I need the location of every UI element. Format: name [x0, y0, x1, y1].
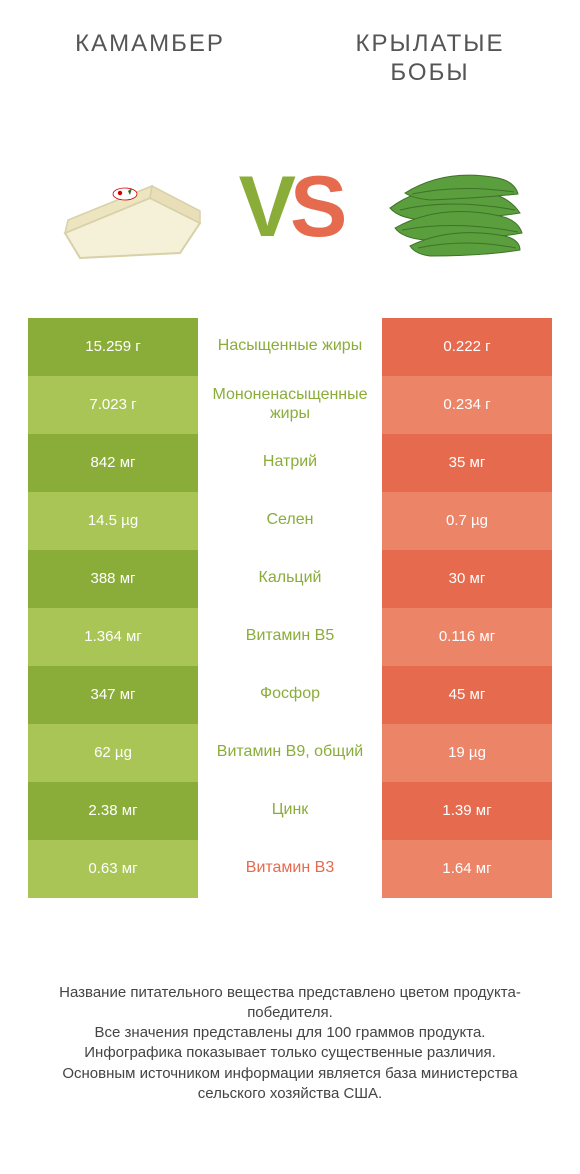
value-right: 0.7 µg — [382, 492, 552, 550]
value-left: 1.364 мг — [28, 608, 198, 666]
beans-icon — [370, 138, 530, 278]
nutrient-label: Кальций — [198, 550, 382, 608]
table-row: 2.38 мгЦинк1.39 мг — [28, 782, 552, 840]
nutrient-label: Фосфор — [198, 666, 382, 724]
table-row: 1.364 мгВитамин B50.116 мг — [28, 608, 552, 666]
footer-line-2: Все значения представлены для 100 граммо… — [30, 1023, 550, 1043]
nutrient-label: Насыщенные жиры — [198, 318, 382, 376]
comparison-table: 15.259 гНасыщенные жиры0.222 г7.023 гМон… — [28, 318, 552, 898]
table-row: 14.5 µgСелен0.7 µg — [28, 492, 552, 550]
nutrient-label: Мононенасыщенные жиры — [198, 376, 382, 434]
titles-row: КАМАМБЕР КРЫЛАТЫЕ БОБЫ — [0, 0, 580, 98]
images-row: VS — [0, 98, 580, 318]
nutrient-label: Витамин B3 — [198, 840, 382, 898]
footer-line-4: Основным источником информации является … — [30, 1064, 550, 1105]
value-left: 388 мг — [28, 550, 198, 608]
nutrient-label: Цинк — [198, 782, 382, 840]
value-left: 14.5 µg — [28, 492, 198, 550]
nutrient-label: Витамин B5 — [198, 608, 382, 666]
value-right: 30 мг — [382, 550, 552, 608]
value-left: 2.38 мг — [28, 782, 198, 840]
value-left: 62 µg — [28, 724, 198, 782]
value-right: 0.116 мг — [382, 608, 552, 666]
table-row: 15.259 гНасыщенные жиры0.222 г — [28, 318, 552, 376]
vs-label: VS — [239, 158, 342, 257]
title-right: КРЫЛАТЫЕ БОБЫ — [320, 30, 540, 88]
value-left: 15.259 г — [28, 318, 198, 376]
value-left: 347 мг — [28, 666, 198, 724]
value-right: 0.234 г — [382, 376, 552, 434]
table-row: 7.023 гМононенасыщенные жиры0.234 г — [28, 376, 552, 434]
vs-v: V — [239, 159, 290, 255]
table-row: 842 мгНатрий35 мг — [28, 434, 552, 492]
table-row: 62 µgВитамин B9, общий19 µg — [28, 724, 552, 782]
value-right: 0.222 г — [382, 318, 552, 376]
value-left: 7.023 г — [28, 376, 198, 434]
footer-note: Название питательного вещества представл… — [30, 983, 550, 1105]
vs-s: S — [290, 159, 341, 255]
cheese-icon — [50, 138, 210, 278]
nutrient-label: Витамин B9, общий — [198, 724, 382, 782]
value-right: 45 мг — [382, 666, 552, 724]
value-right: 19 µg — [382, 724, 552, 782]
footer-line-3: Инфографика показывает только существенн… — [30, 1043, 550, 1063]
table-row: 0.63 мгВитамин B31.64 мг — [28, 840, 552, 898]
value-right: 1.64 мг — [382, 840, 552, 898]
nutrient-label: Селен — [198, 492, 382, 550]
table-row: 388 мгКальций30 мг — [28, 550, 552, 608]
value-right: 35 мг — [382, 434, 552, 492]
footer-line-1: Название питательного вещества представл… — [30, 983, 550, 1024]
value-left: 842 мг — [28, 434, 198, 492]
nutrient-label: Натрий — [198, 434, 382, 492]
value-right: 1.39 мг — [382, 782, 552, 840]
table-row: 347 мгФосфор45 мг — [28, 666, 552, 724]
value-left: 0.63 мг — [28, 840, 198, 898]
title-left: КАМАМБЕР — [40, 30, 260, 88]
